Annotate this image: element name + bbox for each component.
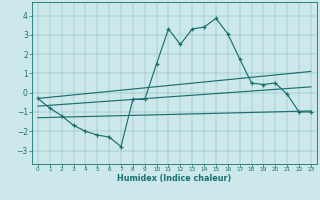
X-axis label: Humidex (Indice chaleur): Humidex (Indice chaleur) xyxy=(117,174,232,183)
